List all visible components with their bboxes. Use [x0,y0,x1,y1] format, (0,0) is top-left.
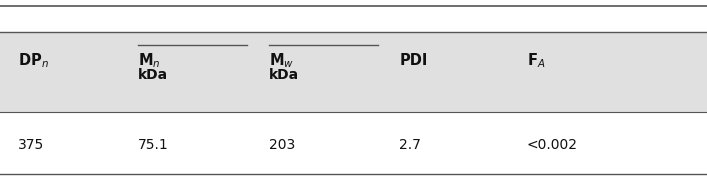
Text: <0.002: <0.002 [527,138,578,152]
Text: PDI: PDI [399,53,428,68]
Text: 2.7: 2.7 [399,138,421,152]
Text: DP$_n$: DP$_n$ [18,51,49,70]
Text: 375: 375 [18,138,44,152]
Text: 203: 203 [269,138,295,152]
Text: M$_w$: M$_w$ [269,51,294,70]
Text: 75.1: 75.1 [138,138,168,152]
Bar [0,32,707,112]
Text: kDa: kDa [138,68,168,82]
Text: F$_A$: F$_A$ [527,51,545,70]
Text: M$_n$: M$_n$ [138,51,160,70]
Text: kDa: kDa [269,68,299,82]
